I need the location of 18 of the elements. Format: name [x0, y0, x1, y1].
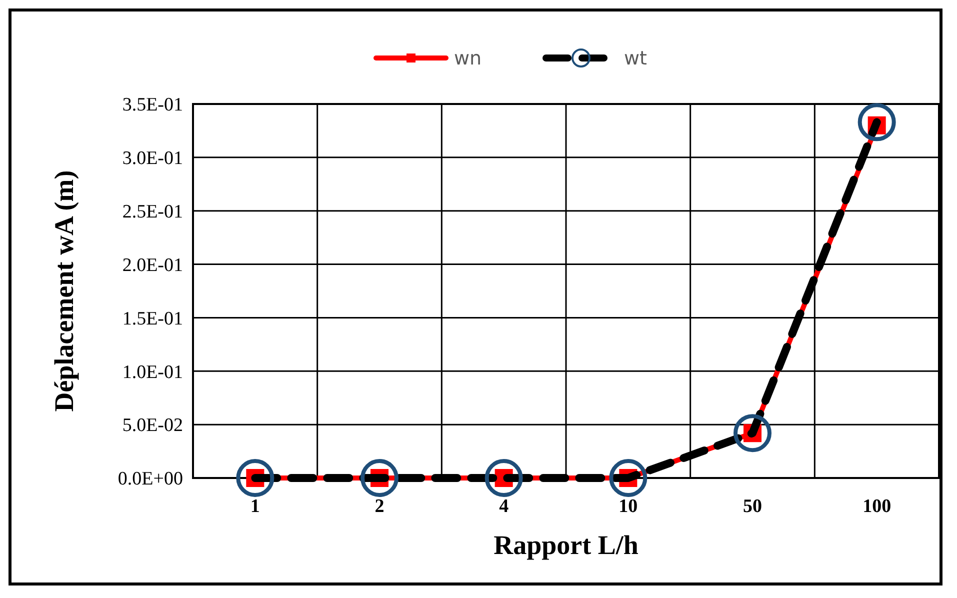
y-tick-label: 3.0E-01: [122, 148, 183, 170]
x-tick-label: 1: [250, 496, 260, 517]
y-axis-title: Déplacement wA (m): [49, 170, 79, 412]
y-tick-label: 1.5E-01: [122, 308, 183, 330]
x-tick-label: 10: [618, 496, 638, 517]
y-tick-label: 2.0E-01: [122, 254, 183, 276]
x-tick-label: 100: [862, 496, 892, 517]
y-tick-label: 1.0E-01: [122, 362, 183, 383]
x-tick-label: 4: [499, 496, 510, 517]
y-tick-label: 5.0E-02: [122, 415, 183, 436]
y-tick-label: 2.5E-01: [122, 202, 183, 223]
legend-label: wn: [454, 48, 482, 70]
x-tick-label: 2: [374, 496, 384, 517]
legend-label: wt: [624, 48, 647, 70]
y-tick-label: 0.0E+00: [118, 468, 183, 490]
y-tick-label: 3.5E-01: [122, 94, 183, 116]
x-axis-title: Rapport L/h: [494, 530, 638, 560]
x-tick-label: 50: [743, 496, 762, 517]
